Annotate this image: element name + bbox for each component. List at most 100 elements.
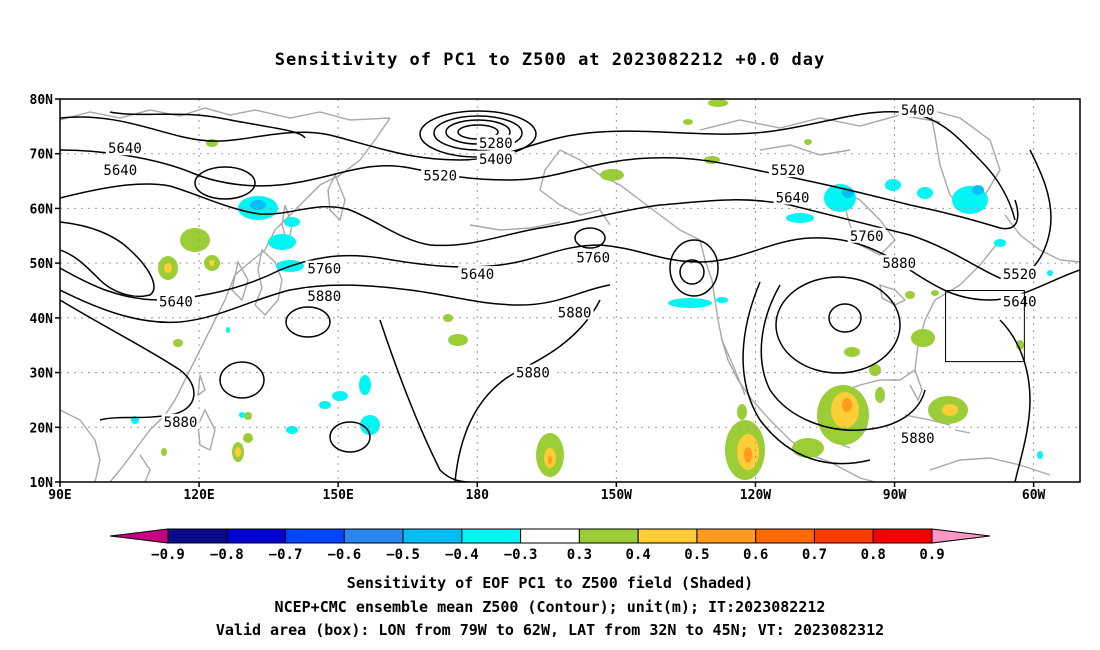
colorbar-segment	[578, 528, 639, 544]
contour-label: 5640	[776, 190, 810, 206]
map-plot-area	[60, 99, 1080, 482]
map-title: Sensitivity of PC1 to Z500 at 2023082212…	[274, 50, 826, 70]
lat-label: 80N	[30, 93, 54, 108]
colorbar-segment	[813, 528, 874, 544]
contour-label: 5640	[103, 163, 137, 179]
contour-label: 5760	[307, 262, 341, 278]
contour-label-bg	[1000, 293, 1039, 309]
contour-label: 5520	[771, 163, 805, 179]
lat-label: 30N	[30, 367, 54, 382]
lat-label: 10N	[30, 476, 54, 491]
colorbar-label: 0.3	[567, 547, 592, 563]
contour-label: 5400	[479, 152, 513, 168]
colorbar-label: −0.3	[504, 547, 538, 563]
colorbar-segment	[285, 528, 345, 544]
contour-label-bg	[1000, 266, 1039, 282]
contour-label: 5880	[516, 366, 550, 382]
contour-label: 5520	[1003, 267, 1037, 283]
contour-label: 5520	[423, 169, 457, 185]
colorbar-segment	[755, 528, 815, 544]
axis-ticks	[55, 98, 1035, 487]
contour-label-bg	[898, 101, 937, 117]
contour-label: 5280	[479, 136, 513, 152]
colorbar-segment	[343, 528, 404, 544]
colorbar-label: −0.5	[386, 547, 420, 563]
colorbar-segment	[520, 528, 580, 544]
contour-label: 5880	[164, 415, 198, 431]
caption-shaded: Sensitivity of EOF PC1 to Z500 field (Sh…	[346, 574, 754, 592]
lat-label: 20N	[30, 421, 54, 436]
lat-label: 70N	[30, 148, 54, 163]
contour-label-bg	[476, 134, 515, 150]
colorbar-label: −0.7	[269, 547, 303, 563]
lon-label: 90W	[883, 488, 907, 503]
contour-label-bg	[847, 227, 886, 243]
contour-label: 5640	[159, 294, 193, 310]
colorbar-label: −0.4	[445, 547, 479, 563]
contour-label-bg	[513, 364, 552, 380]
colorbar-label: 0.4	[626, 547, 651, 563]
colorbar-labels: −0.9 −0.8 −0.7 −0.6 −0.5 −0.4 −0.3 0.3 0.4 0.5 0.6…	[151, 547, 945, 563]
caption-valid-area: Valid area (box): LON from 79W to 62W, L…	[215, 621, 885, 639]
contour-label-bg	[768, 162, 807, 178]
contour-label-bg	[880, 255, 919, 271]
lon-label: 120E	[183, 488, 214, 503]
colorbar-max-arrow	[931, 528, 991, 544]
contour-label: 5640	[460, 267, 494, 283]
contour-label-bg	[773, 189, 812, 205]
contour-label-bg	[421, 167, 460, 183]
colorbar-label: 0.6	[743, 547, 768, 563]
contour-label-bg	[898, 430, 937, 446]
colorbar-segment	[167, 528, 228, 544]
contour-label: 5640	[1003, 294, 1037, 310]
contour-label: 5880	[558, 305, 592, 321]
contour-label: 5880	[307, 289, 341, 305]
colorbar-segment	[872, 528, 933, 544]
lon-label: 180	[466, 488, 490, 503]
contour-label: 5640	[108, 141, 142, 157]
colorbar-label: −0.6	[327, 547, 361, 563]
colorbar-segment	[461, 528, 522, 544]
contour-label-bg	[101, 162, 140, 178]
contour-label-bg	[156, 293, 195, 309]
contour-label-bg	[458, 266, 497, 282]
latitude-labels: 80N 70N 60N 50N 40N 30N 20N 10N	[30, 93, 54, 491]
colorbar-label: −0.9	[151, 547, 185, 563]
colorbar-segment	[226, 528, 287, 544]
colorbar-segment	[402, 528, 463, 544]
map-frame	[59, 98, 1081, 483]
colorbar-label: 0.7	[802, 547, 827, 563]
contour-labels: 5640564056405640564056405400540052805520…	[101, 101, 1039, 447]
colorbar	[109, 528, 991, 544]
contour-label-bg	[555, 304, 594, 320]
valid-area-box	[945, 290, 1025, 363]
lat-label: 60N	[30, 202, 54, 217]
contour-label-bg	[305, 260, 344, 276]
contour-label: 5400	[901, 103, 935, 119]
colorbar-label: −0.8	[210, 547, 244, 563]
lon-label: 150W	[601, 488, 632, 503]
lon-label: 60W	[1022, 488, 1046, 503]
contour-label-bg	[161, 413, 200, 429]
contour-label: 5880	[901, 431, 935, 447]
colorbar-label: 0.9	[919, 547, 944, 563]
lat-label: 40N	[30, 312, 54, 327]
colorbar-label: 0.5	[684, 547, 709, 563]
lon-label: 150E	[323, 488, 354, 503]
caption-contour: NCEP+CMC ensemble mean Z500 (Contour); u…	[274, 598, 826, 616]
contour-label: 5760	[576, 251, 610, 267]
contour-label: 5880	[882, 256, 916, 272]
colorbar-segment	[637, 528, 698, 544]
lon-label: 120W	[740, 488, 771, 503]
longitude-labels: 90E 120E 150E 180 150W 120W 90W 60W	[48, 488, 1045, 503]
contour-label-bg	[476, 151, 515, 167]
z500-contours	[60, 110, 1080, 482]
lat-label: 50N	[30, 257, 54, 272]
colorbar-min-arrow	[109, 528, 169, 544]
contour-label-bg	[305, 287, 344, 303]
lon-label: 90E	[48, 488, 71, 503]
contour-label-bg	[105, 140, 144, 156]
contour-label: 5760	[850, 229, 884, 245]
contour-label-bg	[574, 249, 613, 265]
colorbar-label: 0.8	[861, 547, 886, 563]
